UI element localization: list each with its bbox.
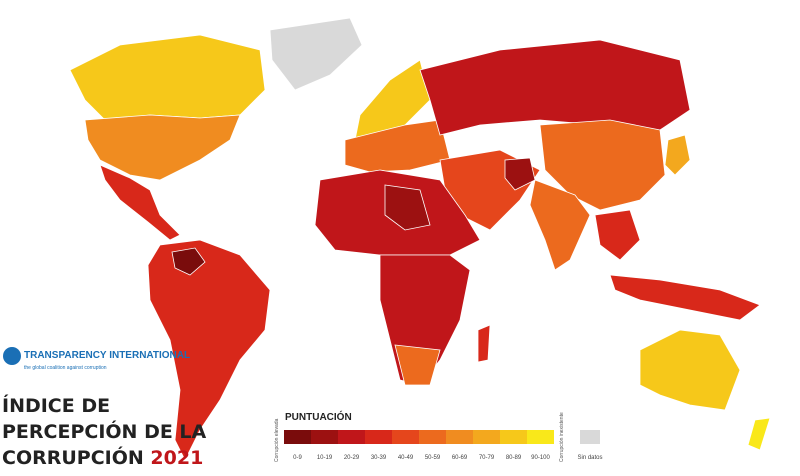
title-line: ÍNDICE DE — [2, 394, 110, 417]
legend-heading: PUNTUACIÓN — [285, 410, 352, 423]
legend-swatch — [419, 430, 446, 444]
legend-bin-label: 40-49 — [398, 455, 414, 461]
legend-swatch — [365, 430, 392, 444]
title-year: 2021 — [150, 447, 203, 469]
title: ÍNDICE DE PERCEPCIÓN DE LA CORRUPCIÓN 20… — [2, 394, 207, 469]
logo-icon — [3, 347, 21, 365]
world-map — [69, 17, 771, 461]
logo-name: TRANSPARENCY INTERNATIONAL — [24, 350, 190, 361]
japan — [664, 134, 691, 176]
mexico-central — [99, 164, 181, 241]
indonesia — [609, 274, 761, 321]
legend-bin-label: 60-69 — [452, 455, 468, 461]
russia — [419, 39, 691, 136]
legend-swatch — [392, 430, 419, 444]
greenland — [269, 17, 363, 91]
southeast-asia — [594, 209, 641, 261]
new-zealand — [747, 417, 771, 451]
legend-swatch — [311, 430, 338, 444]
venezuela — [171, 247, 206, 276]
china — [539, 119, 666, 211]
legend-high-label: Corrupción inexistente — [559, 412, 565, 462]
south-africa — [394, 344, 441, 386]
south-america — [147, 239, 271, 461]
legend-swatch — [500, 430, 527, 444]
legend-swatch — [446, 430, 473, 444]
legend-bin-label: 20-29 — [344, 455, 360, 461]
legend-bin-label: 10-19 — [317, 455, 333, 461]
usa — [84, 114, 241, 181]
legend-swatch — [338, 430, 365, 444]
sahel — [384, 184, 431, 231]
legend-bin-label: 90-100 — [531, 455, 550, 461]
legend-bin-label: 80-89 — [506, 455, 522, 461]
title-line: PERCEPCIÓN DE LA — [2, 419, 207, 443]
legend-swatch — [527, 430, 554, 444]
title-line: CORRUPCIÓN — [2, 445, 144, 469]
legend-swatch — [473, 430, 500, 444]
legend-swatch — [284, 430, 311, 444]
afghanistan — [504, 157, 536, 191]
legend-bin-label: 30-39 — [371, 455, 387, 461]
legend-bin-label: 70-79 — [479, 455, 495, 461]
india — [529, 179, 591, 271]
madagascar — [477, 324, 491, 363]
logo-tagline: the global coalition against corruption — [24, 365, 107, 371]
legend-bin-label: 50-59 — [425, 455, 441, 461]
canada — [69, 34, 266, 121]
legend-no-data-label: Sin datos — [577, 455, 602, 461]
europe-south — [344, 119, 451, 173]
title-line: CORRUPCIÓN 2021 — [2, 445, 203, 469]
legend-no-data-swatch — [580, 430, 600, 444]
australia — [639, 329, 741, 411]
logo: TRANSPARENCY INTERNATIONAL the global co… — [3, 347, 190, 371]
legend-bin-label: 0-9 — [293, 455, 302, 461]
legend: PUNTUACIÓN Corrupción elevada Corrupción… — [274, 410, 603, 462]
legend-low-label: Corrupción elevada — [274, 418, 280, 462]
